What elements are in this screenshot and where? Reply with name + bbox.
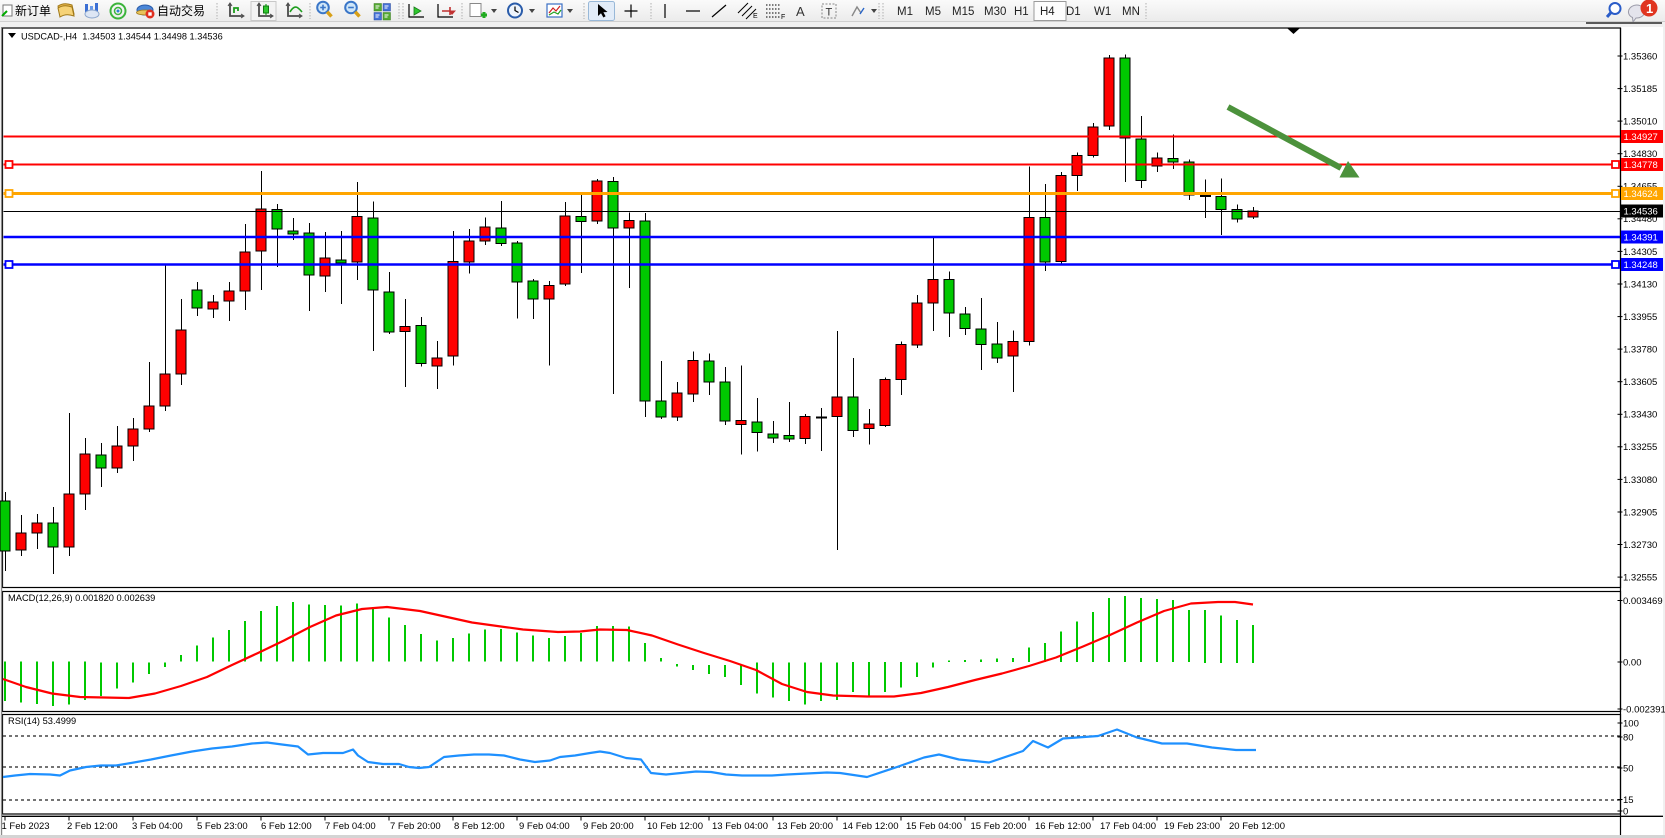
svg-text:M5: M5 bbox=[925, 6, 941, 18]
svg-text:1.32730: 1.32730 bbox=[1623, 540, 1657, 551]
svg-text:10 Feb 12:00: 10 Feb 12:00 bbox=[647, 821, 703, 832]
svg-text:15: 15 bbox=[1623, 795, 1634, 806]
svg-text:6 Feb 12:00: 6 Feb 12:00 bbox=[261, 821, 312, 832]
svg-text:H4: H4 bbox=[1040, 6, 1055, 18]
svg-text:5 Feb 23:00: 5 Feb 23:00 bbox=[197, 821, 248, 832]
svg-text:0.003469: 0.003469 bbox=[1623, 596, 1663, 607]
svg-text:17 Feb 04:00: 17 Feb 04:00 bbox=[1100, 821, 1156, 832]
svg-text:D1: D1 bbox=[1066, 6, 1081, 18]
svg-text:8 Feb 12:00: 8 Feb 12:00 bbox=[454, 821, 505, 832]
svg-text:1.34130: 1.34130 bbox=[1623, 279, 1657, 290]
svg-text:1.34480: 1.34480 bbox=[1623, 214, 1657, 225]
svg-text:2 Feb 12:00: 2 Feb 12:00 bbox=[67, 821, 118, 832]
svg-text:1.35185: 1.35185 bbox=[1623, 84, 1657, 95]
svg-text:1: 1 bbox=[1646, 1, 1653, 16]
svg-text:1.33780: 1.33780 bbox=[1623, 345, 1657, 356]
svg-text:13 Feb 20:00: 13 Feb 20:00 bbox=[777, 821, 833, 832]
svg-text:1.34391: 1.34391 bbox=[1624, 232, 1658, 243]
svg-text:7 Feb 20:00: 7 Feb 20:00 bbox=[390, 821, 441, 832]
svg-text:1.34830: 1.34830 bbox=[1623, 149, 1657, 160]
svg-text:14 Feb 12:00: 14 Feb 12:00 bbox=[843, 821, 899, 832]
svg-text:1.33080: 1.33080 bbox=[1623, 475, 1657, 486]
svg-text:16 Feb 12:00: 16 Feb 12:00 bbox=[1035, 821, 1091, 832]
svg-text:1.33605: 1.33605 bbox=[1623, 377, 1657, 388]
svg-text:1.33430: 1.33430 bbox=[1623, 410, 1657, 421]
svg-text:0.00: 0.00 bbox=[1623, 657, 1642, 668]
svg-text:1.34778: 1.34778 bbox=[1624, 160, 1658, 171]
svg-text:H1: H1 bbox=[1014, 6, 1029, 18]
svg-text:RSI(14) 53.4999: RSI(14) 53.4999 bbox=[8, 716, 76, 726]
svg-text:0: 0 bbox=[1623, 806, 1628, 817]
svg-text:1.34305: 1.34305 bbox=[1623, 247, 1657, 258]
svg-text:1.33955: 1.33955 bbox=[1623, 312, 1657, 323]
svg-text:20 Feb 12:00: 20 Feb 12:00 bbox=[1229, 821, 1285, 832]
svg-text:A: A bbox=[796, 4, 805, 19]
svg-text:-0.002391: -0.002391 bbox=[1623, 704, 1665, 715]
svg-text:M1: M1 bbox=[897, 6, 913, 18]
svg-text:19 Feb 23:00: 19 Feb 23:00 bbox=[1164, 821, 1220, 832]
svg-text:1.32555: 1.32555 bbox=[1623, 573, 1657, 584]
svg-text:M15: M15 bbox=[952, 6, 974, 18]
svg-text:MACD(12,26,9) 0.001820 0.00263: MACD(12,26,9) 0.001820 0.002639 bbox=[8, 593, 155, 603]
svg-text:新订单: 新订单 bbox=[15, 3, 51, 18]
svg-text:M30: M30 bbox=[984, 6, 1006, 18]
svg-text:1.34536: 1.34536 bbox=[1624, 206, 1658, 217]
svg-text:T: T bbox=[826, 7, 833, 19]
svg-text:1 Feb 2023: 1 Feb 2023 bbox=[2, 821, 50, 832]
svg-text:自动交易: 自动交易 bbox=[157, 3, 205, 18]
svg-text:MN: MN bbox=[1122, 6, 1140, 18]
svg-text:3 Feb 04:00: 3 Feb 04:00 bbox=[132, 821, 183, 832]
svg-text:15 Feb 04:00: 15 Feb 04:00 bbox=[906, 821, 962, 832]
svg-text:1.34624: 1.34624 bbox=[1624, 189, 1658, 200]
svg-text:USDCAD-,H4 1.34503 1.34544 1.: USDCAD-,H4 1.34503 1.34544 1.34498 1.345… bbox=[21, 31, 223, 41]
svg-text:100: 100 bbox=[1623, 718, 1639, 729]
svg-text:9 Feb 20:00: 9 Feb 20:00 bbox=[583, 821, 634, 832]
svg-text:1.34927: 1.34927 bbox=[1624, 132, 1658, 143]
svg-text:13 Feb 04:00: 13 Feb 04:00 bbox=[712, 821, 768, 832]
svg-text:9 Feb 04:00: 9 Feb 04:00 bbox=[519, 821, 570, 832]
svg-text:80: 80 bbox=[1623, 732, 1634, 743]
svg-text:15 Feb 20:00: 15 Feb 20:00 bbox=[971, 821, 1027, 832]
svg-text:E: E bbox=[753, 13, 758, 20]
svg-text:1.33255: 1.33255 bbox=[1623, 442, 1657, 453]
svg-text:7 Feb 04:00: 7 Feb 04:00 bbox=[325, 821, 376, 832]
svg-text:50: 50 bbox=[1623, 763, 1634, 774]
svg-text:1.35360: 1.35360 bbox=[1623, 51, 1657, 62]
svg-text:1.35010: 1.35010 bbox=[1623, 117, 1657, 128]
svg-text:W1: W1 bbox=[1094, 6, 1111, 18]
svg-text:1.34248: 1.34248 bbox=[1624, 260, 1658, 271]
svg-text:1.32905: 1.32905 bbox=[1623, 507, 1657, 518]
svg-text:F: F bbox=[781, 14, 785, 21]
